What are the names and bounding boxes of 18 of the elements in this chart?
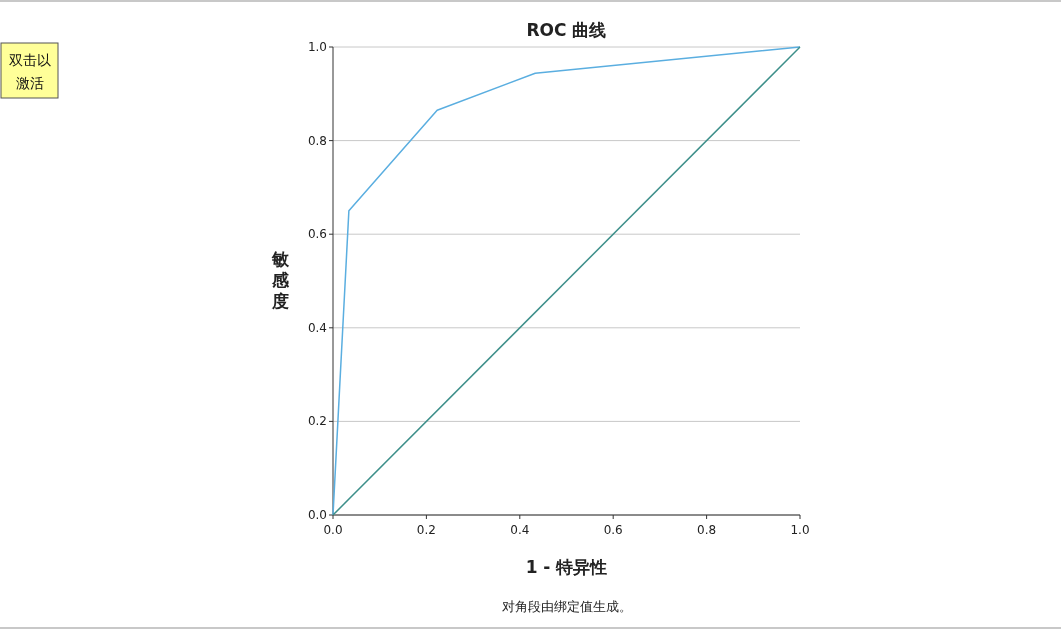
y-tick-label: 1.0 (307, 40, 327, 54)
y-tick-label: 0.0 (307, 508, 327, 522)
x-tick-label: 0.0 (323, 523, 343, 537)
x-tick-label: 0.4 (510, 523, 530, 537)
x-axis-title: 1 - 特异性 (525, 557, 608, 577)
x-tick-label: 1.0 (790, 523, 810, 537)
y-tick-label: 0.4 (307, 320, 327, 335)
chart-title: ROC 曲线 (526, 20, 607, 40)
y-tick-label: 0.6 (307, 227, 327, 242)
line-series (332, 46, 801, 516)
y-tick-label: 0.2 (307, 414, 327, 429)
text: 对角段由绑定值生成。 (501, 599, 632, 614)
y-tick-label: 0.8 (307, 133, 327, 148)
x-tick-label: 0.8 (697, 523, 717, 537)
text: 双击以激活 (8, 52, 51, 91)
y-axis-title: 敏感度 (270, 249, 290, 311)
x-tick-label: 0.6 (603, 523, 623, 537)
x-tick-label: 0.2 (416, 523, 436, 537)
